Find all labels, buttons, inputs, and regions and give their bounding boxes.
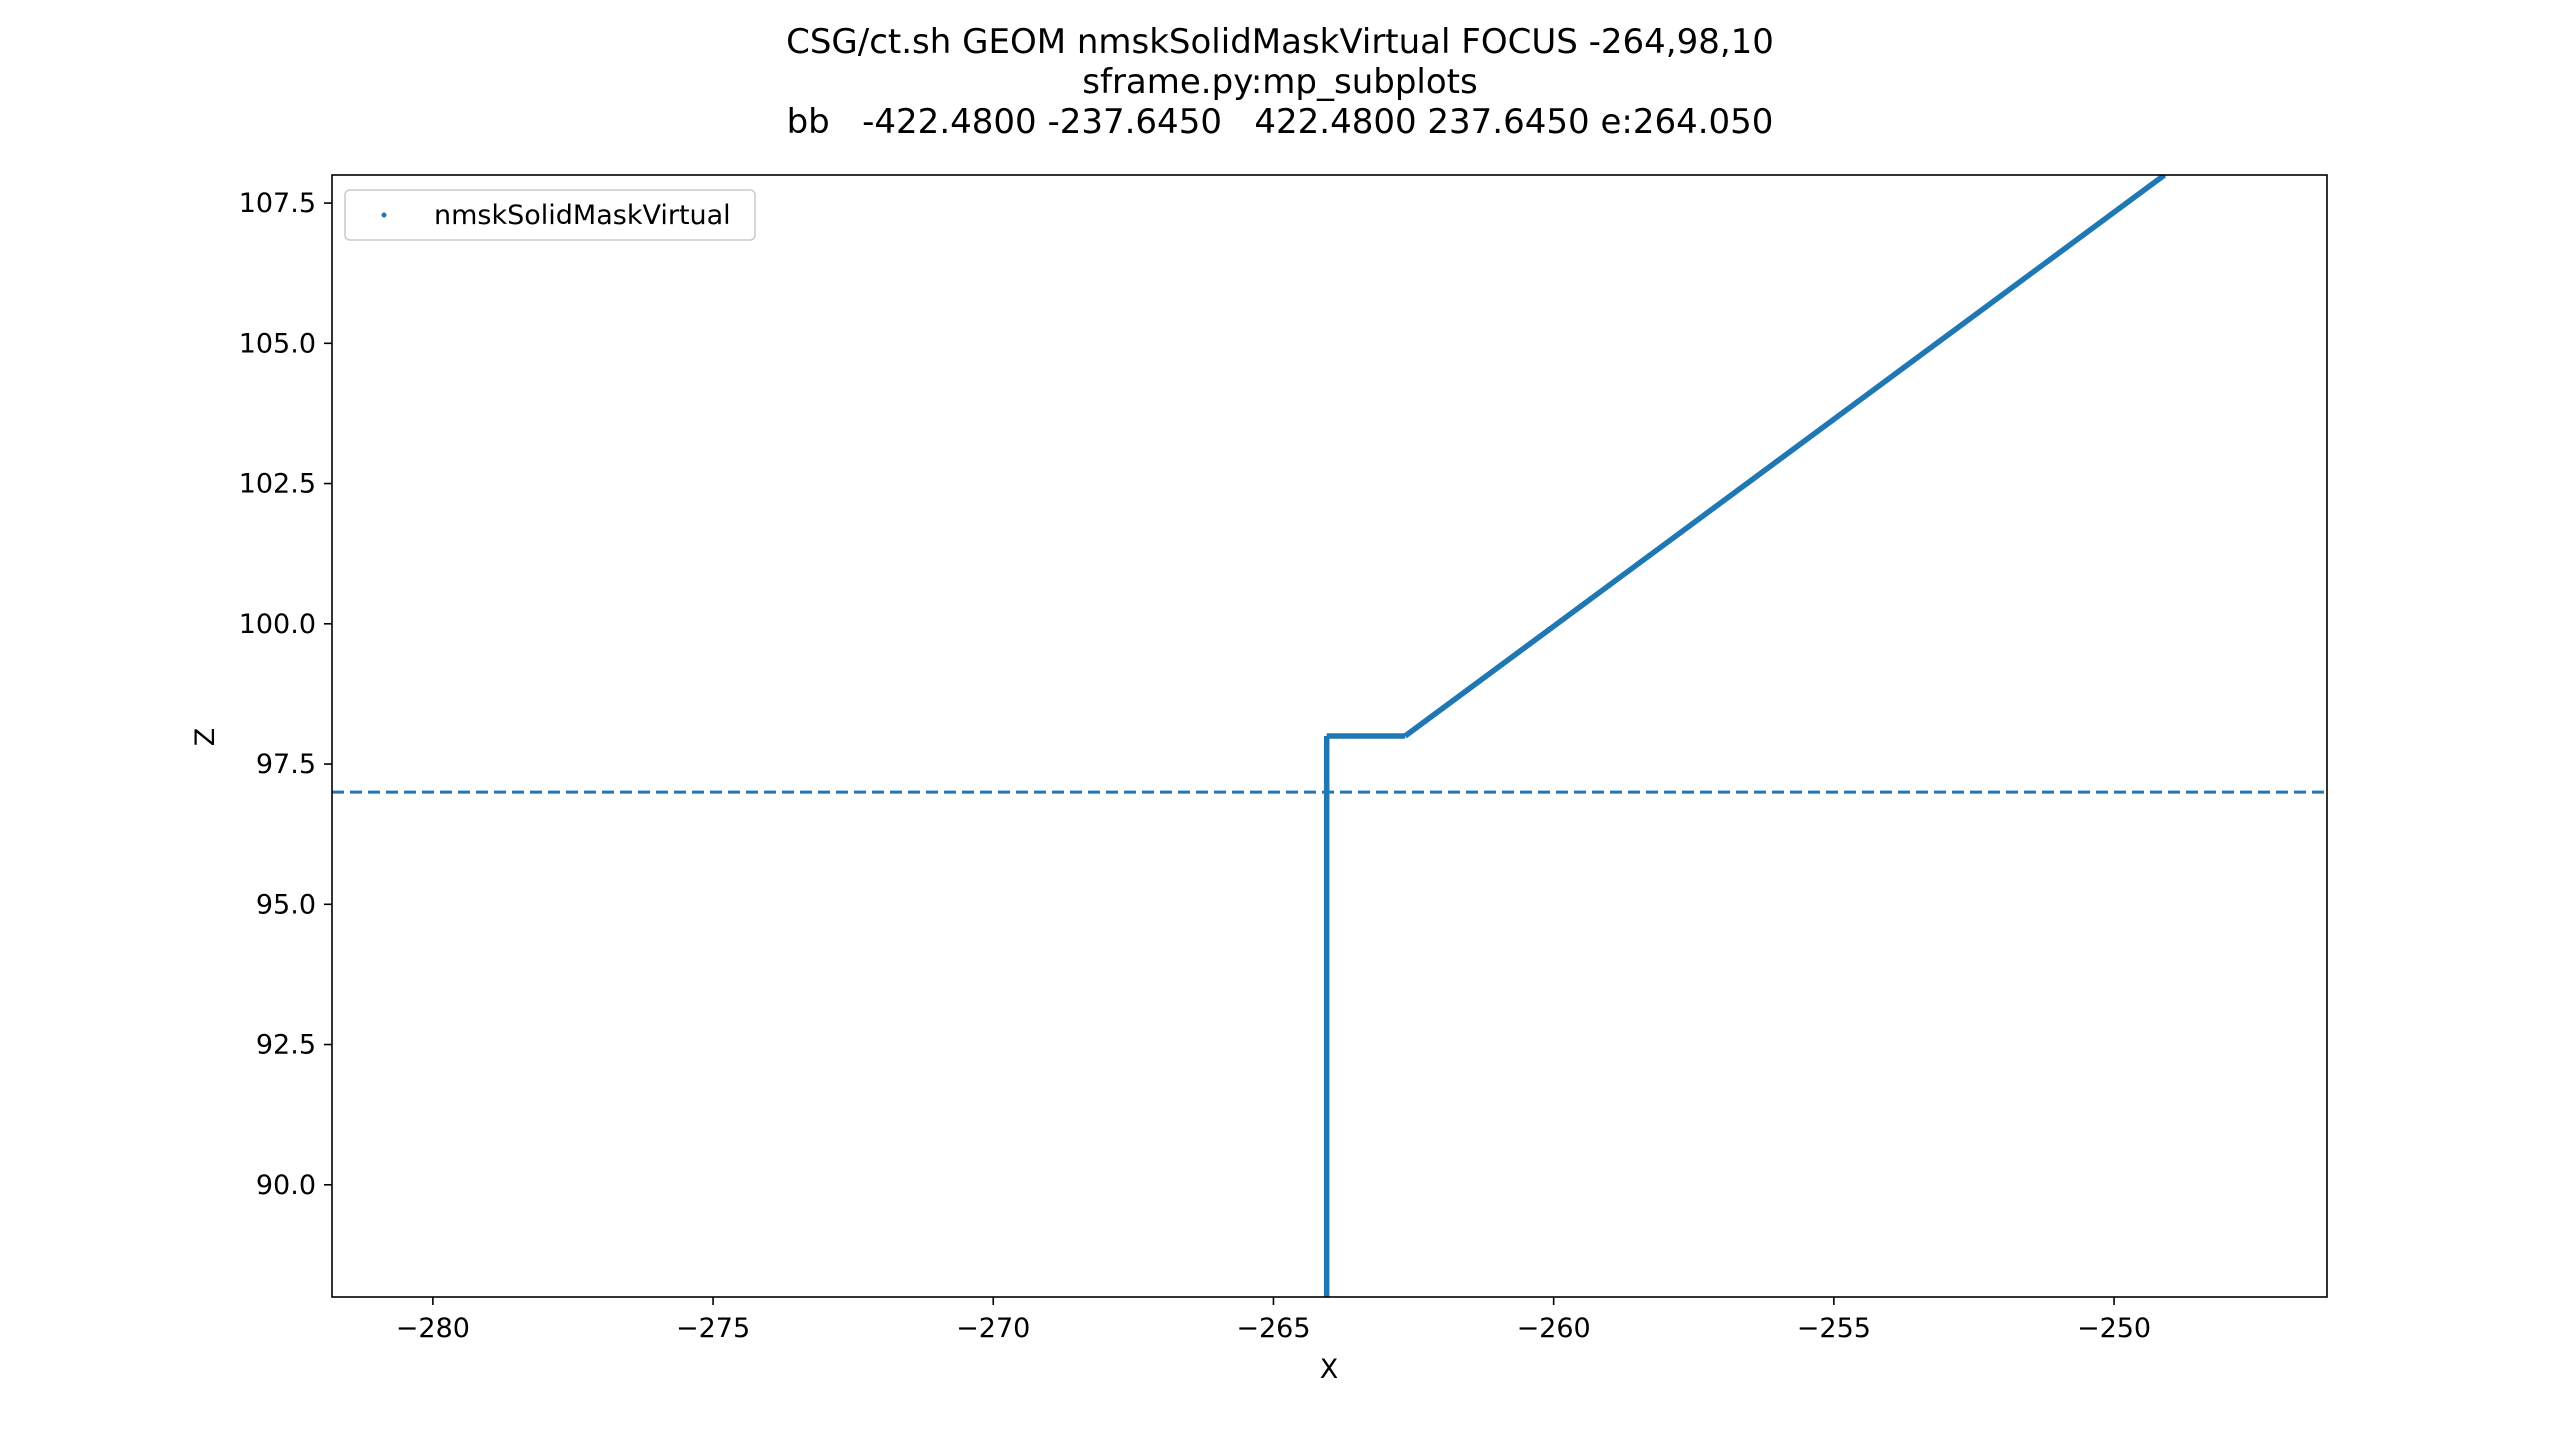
y-tick-label: 105.0 — [239, 328, 316, 359]
x-tick-label: −260 — [1517, 1313, 1591, 1344]
x-tick-label: −250 — [2077, 1313, 2151, 1344]
x-axis: −280 −275 −270 −265 −260 −255 −250 — [396, 1297, 2151, 1344]
y-tick-label: 97.5 — [256, 749, 316, 780]
legend: nmskSolidMaskVirtual — [344, 189, 756, 241]
x-tick-label: −265 — [1236, 1313, 1310, 1344]
y-tick-label: 95.0 — [256, 889, 316, 920]
x-tick-label: −275 — [676, 1313, 750, 1344]
y-tick-label: 100.0 — [239, 609, 316, 640]
chart-title-line-1: CSG/ct.sh GEOM nmskSolidMaskVirtual FOCU… — [786, 22, 1774, 62]
x-tick-label: −255 — [1797, 1313, 1871, 1344]
legend-label: nmskSolidMaskVirtual — [434, 200, 731, 231]
x-tick-label: −270 — [956, 1313, 1030, 1344]
series-segment-0-2 — [1403, 175, 2167, 739]
plot-frame — [331, 174, 2328, 1298]
legend-box — [344, 189, 756, 241]
y-axis-label: Z — [190, 728, 221, 747]
y-tick-label: 107.5 — [239, 188, 316, 219]
x-tick-label: −280 — [396, 1313, 470, 1344]
y-tick-label: 90.0 — [256, 1170, 316, 1201]
legend-marker — [381, 212, 387, 218]
y-tick-label: 102.5 — [239, 469, 316, 500]
y-axis: 90.0 92.5 95.0 97.5 100.0 102.5 105.0 107.5 — [239, 188, 332, 1201]
x-axis-label: X — [1320, 1354, 1339, 1385]
chart-title-line-3: bb -422.4800 -237.6450 422.4800 237.6450… — [786, 102, 1774, 142]
y-tick-label: 92.5 — [256, 1030, 316, 1061]
chart-title-line-2: sframe.py:mp_subplots — [1082, 62, 1478, 102]
